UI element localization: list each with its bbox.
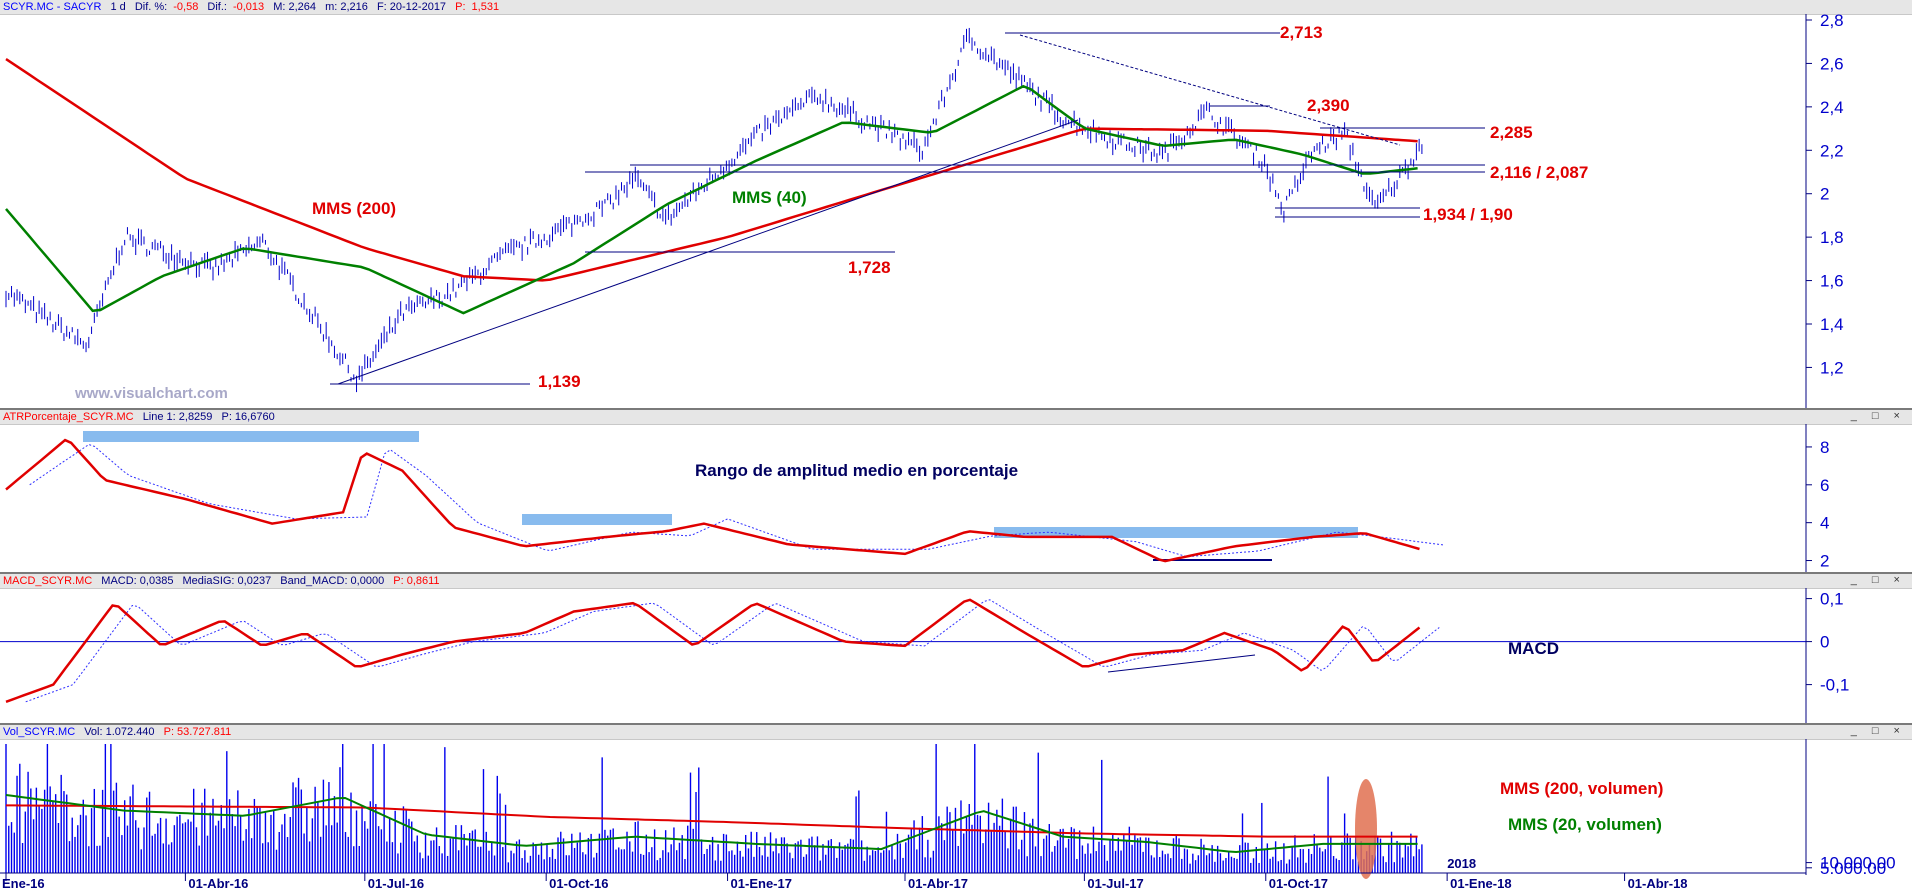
atr-signal-line [29,443,1444,558]
volume-pane-header: Vol_SCYR.MC Vol: 1.072.440 P: 53.727.811 [0,725,1912,740]
atr-line-value: Line 1: 2,8259 [142,411,213,423]
level-1728-label: 1,728 [848,258,891,277]
pane-separator[interactable] [0,723,1912,725]
pane-separator[interactable] [0,572,1912,574]
y-tick-label: 6 [1820,476,1829,495]
mms40-line [5,84,1418,315]
downtrend-line [1019,34,1401,146]
level-2390-label: 2,390 [1307,96,1350,115]
x-tick-label: 01-Abr-18 [1628,876,1688,891]
macd-pane-header: MACD_SCYR.MC MACD: 0,0385 MediaSIG: 0,02… [0,574,1912,589]
vol-window-controls[interactable]: _ □ × [1850,725,1906,737]
y-tick-label: 2,2 [1820,141,1844,160]
vol20-label: MMS (20, volumen) [1508,815,1662,834]
dif: -0,013 [232,1,265,13]
y-tick-label: 0,1 [1820,590,1844,609]
price-chart[interactable]: 2,713 2,390 2,285 2,116 / 2,087 1,934 / … [0,0,1912,410]
atr-name: ATRPorcentaje_SCYR.MC [3,411,134,423]
max-value: M: 2,264 [273,1,317,13]
atr-highlight-1 [83,431,419,442]
atr-chart[interactable]: Rango de amplitud medio en porcentaje 8 6… [0,410,1912,573]
x-year-label: 2018 [1447,856,1476,871]
y-tick-label: 8 [1820,438,1829,457]
macd-pane[interactable]: MACD_SCYR.MC MACD: 0,0385 MediaSIG: 0,02… [0,574,1912,724]
volume-spike-highlight [1355,779,1377,879]
x-tick-label: 01-Jul-16 [368,876,424,891]
macd-window-controls[interactable]: _ □ × [1850,574,1906,586]
vol-value: Vol: 1.072.440 [84,726,155,738]
macd-band-value: Band_MACD: 0,0000 [280,575,385,587]
dif-pct: -0,58 [173,1,199,13]
y-tick-label: 2,6 [1820,54,1844,73]
vol-mms200-line [6,804,1418,838]
y-tick-label: 2 [1820,185,1829,204]
vol-name: Vol_SCYR.MC [3,726,76,738]
y-tick-label: -0,1 [1820,676,1849,695]
pane-separator[interactable] [0,408,1912,410]
dif-label: Dif.: [207,1,227,13]
y-tick-label: 1,2 [1820,358,1844,377]
atr-title: Rango de amplitud medio en porcentaje [695,461,1018,480]
atr-window-controls[interactable]: _ □ × [1850,410,1906,422]
x-tick-label: 01-Oct-16 [549,876,608,891]
atr-highlight-2 [522,514,672,525]
min-value: m: 2,216 [325,1,368,13]
level-2713-label: 2,713 [1280,23,1323,42]
level-1934-190-label: 1,934 / 1,90 [1423,205,1513,224]
vol-p-value: P: 53.727.811 [163,726,232,738]
dif-pct-label: Dif. %: [134,1,168,13]
price-value: 1,531 [471,1,500,13]
atr-pane[interactable]: ATRPorcentaje_SCYR.MC Line 1: 2,8259 P: … [0,410,1912,573]
macd-title: MACD [1508,639,1559,658]
x-tick-label: 01-Jul-17 [1087,876,1143,891]
level-2116-2087-label: 2,116 / 2,087 [1490,163,1588,182]
x-tick-label: 01-Abr-17 [908,876,968,891]
mms200-label: MMS (200) [312,199,396,218]
level-2285-label: 2,285 [1490,123,1533,142]
symbol-name: SCYR.MC - SACYR [3,1,102,13]
price-pane-header: SCYR.MC - SACYR 1 d Dif. %: -0,58 Dif.: -0… [0,0,1912,15]
price-pane[interactable]: SCYR.MC - SACYR 1 d Dif. %: -0,58 Dif.: -0… [0,0,1912,410]
macd-trend-line [1107,654,1256,673]
macd-chart[interactable]: MACD 0,1 0 -0,1 [0,574,1912,724]
x-tick-label: 01-Oct-17 [1269,876,1328,891]
volume-pane[interactable]: Vol_SCYR.MC Vol: 1.072.440 P: 53.727.811… [0,725,1912,892]
macd-value: MACD: 0,0385 [101,575,174,587]
period: 1 d [110,1,126,13]
atr-highlight-3 [994,527,1358,538]
vol200-label: MMS (200, volumen) [1500,779,1663,798]
y-tick-label: 4 [1820,514,1829,533]
price-label: P: [455,1,466,13]
y-tick-label: 2,8 [1820,11,1844,30]
y-tick-label: 1,6 [1820,272,1844,291]
y-tick-label: 0 [1820,633,1829,652]
macd-p-value: P: 0,8611 [393,575,440,587]
macd-name: MACD_SCYR.MC [3,575,93,587]
mms40-label: MMS (40) [732,188,807,207]
uptrend-line [337,119,1079,385]
y-tick-label: 2 [1820,552,1829,571]
y-tick-label: 10.000.00 [1820,854,1896,873]
mms200-line [5,58,1418,282]
atr-pane-header: ATRPorcentaje_SCYR.MC Line 1: 2,8259 P: … [0,410,1912,425]
x-tick-label: Ene-16 [2,876,45,891]
date-value: F: 20-12-2017 [376,1,447,13]
y-tick-label: 5.000.00 [1820,859,1886,878]
macd-line [5,598,1421,703]
macd-signal-line [25,599,1440,703]
x-tick-label: 01-Abr-16 [188,876,248,891]
y-tick-label: 1,4 [1820,315,1844,334]
y-tick-label: 2,4 [1820,98,1844,117]
atr-p-value: P: 16,6760 [221,411,275,423]
volume-chart[interactable]: MMS (200, volumen) MMS (20, volumen) 10.… [0,725,1912,892]
level-1139-label: 1,139 [538,372,581,391]
watermark: www.visualchart.com [74,385,228,402]
x-tick-label: 01-Ene-18 [1450,876,1511,891]
atr-line [5,438,1420,563]
y-tick-label: 1,8 [1820,228,1844,247]
x-tick-label: 01-Ene-17 [731,876,792,891]
vol-mms20-line [5,794,1418,854]
macd-sig-value: MediaSIG: 0,0237 [182,575,272,587]
